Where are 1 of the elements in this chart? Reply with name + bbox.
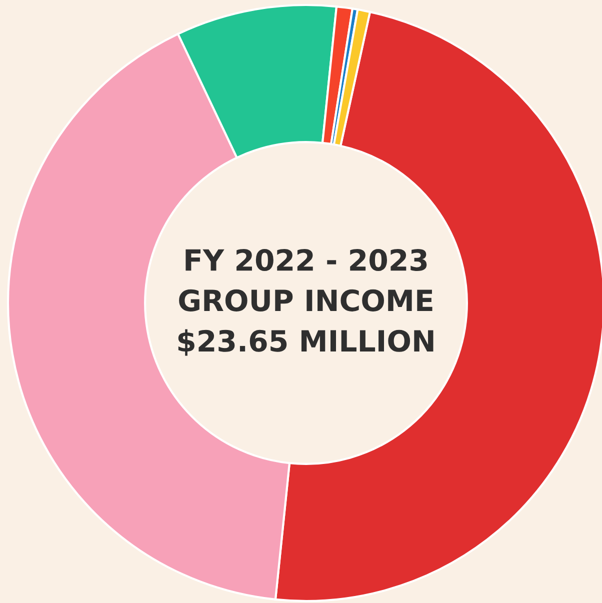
text: FY 2022 - 2023 GROUP INCOME $23.65 MILLION	[178, 248, 434, 356]
